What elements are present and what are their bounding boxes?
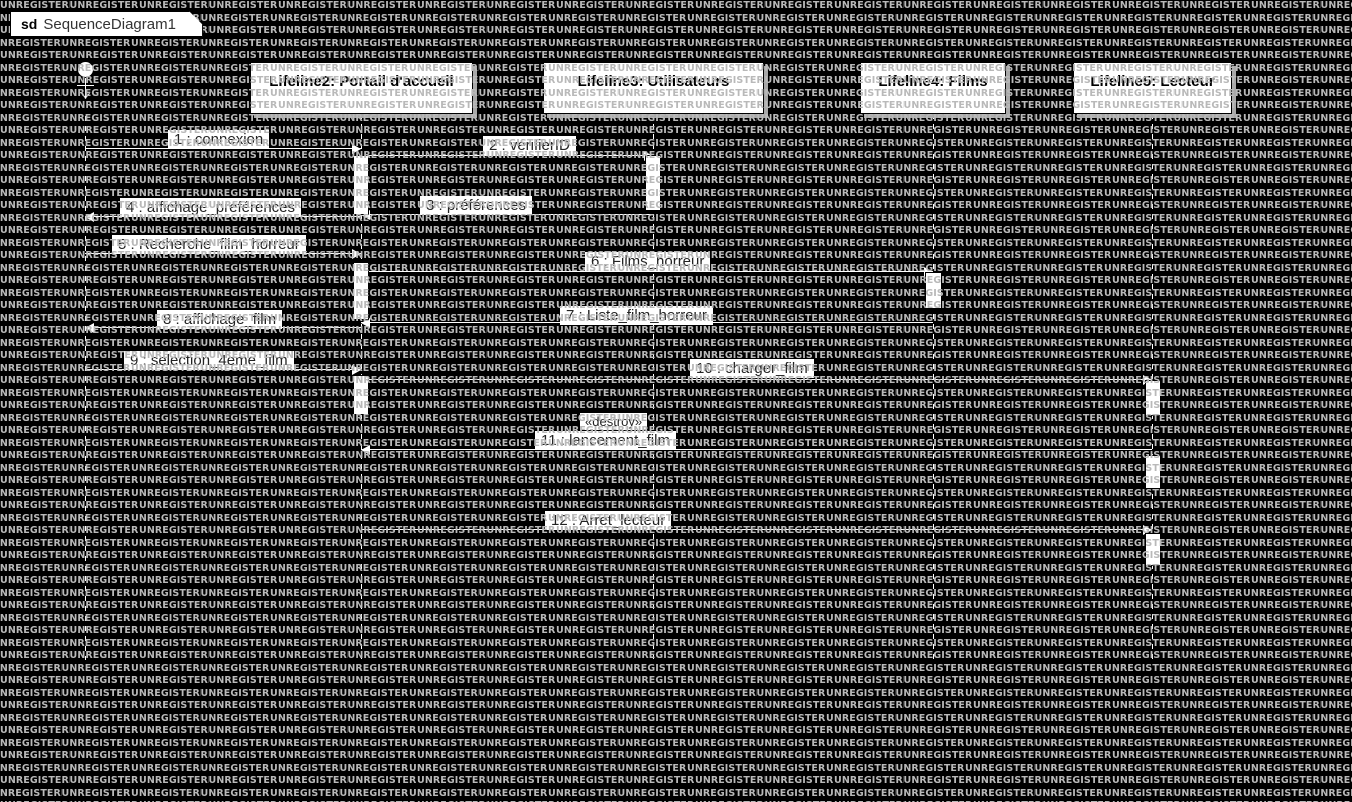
activation-bar-lifeline2[interactable] bbox=[353, 155, 369, 215]
watermark-row: UNREGISTEREDUNREGISTEREDUNREGISTEREDUNRE… bbox=[0, 175, 1352, 186]
watermark-row: UNREGISTEREDUNREGISTEREDUNREGISTEREDUNRE… bbox=[0, 487, 1352, 499]
watermark-row: UNREGISTEREDUNREGISTEREDUNREGISTEREDUNRE… bbox=[0, 412, 1352, 424]
message-label-7[interactable]: 7 : Liste_film_horreur bbox=[560, 306, 713, 325]
watermark-row: UNREGISTEREDUNREGISTEREDUNREGISTEREDUNRE… bbox=[0, 12, 1352, 24]
message-label-10[interactable]: 10 : charger_film bbox=[690, 359, 814, 378]
lifeline-label: Lifeline4: Films bbox=[878, 72, 988, 90]
lifeline-header-lifeline3[interactable]: Lifeline3: Utilisateurs bbox=[543, 62, 764, 114]
watermark-row: UNREGISTEREDUNREGISTEREDUNREGISTEREDUNRE… bbox=[0, 462, 1352, 474]
watermark-row: UNREGISTEREDUNREGISTEREDUNREGISTEREDUNRE… bbox=[0, 750, 1352, 761]
watermark-row: UNREGISTEREDUNREGISTEREDUNREGISTEREDUNRE… bbox=[0, 50, 1352, 61]
lifeline-stem-lifeline4 bbox=[933, 114, 934, 660]
watermark-row: UNREGISTEREDUNREGISTEREDUNREGISTEREDUNRE… bbox=[0, 150, 1352, 161]
watermark-row: UNREGISTEREDUNREGISTEREDUNREGISTEREDUNRE… bbox=[0, 575, 1352, 586]
lifeline-label: Lifeline2: Portail d'accueil bbox=[269, 72, 454, 90]
message-arrowhead-11 bbox=[361, 445, 370, 455]
message-label-1[interactable]: 1 : connexion bbox=[168, 130, 270, 149]
watermark-row: UNREGISTEREDUNREGISTEREDUNREGISTEREDUNRE… bbox=[0, 112, 1352, 124]
actor-torso bbox=[85, 78, 86, 98]
lifeline-header-lifeline4[interactable]: Lifeline4: Films bbox=[860, 62, 1006, 114]
watermark-row: UNREGISTEREDUNREGISTEREDUNREGISTEREDUNRE… bbox=[0, 562, 1352, 574]
message-label-12[interactable]: 12 : Arret_lecteur bbox=[545, 511, 672, 530]
watermark-row: UNREGISTEREDUNREGISTEREDUNREGISTEREDUNRE… bbox=[0, 687, 1352, 699]
message-label-6[interactable]: 6 : Films_horreur bbox=[585, 252, 711, 271]
frame-name-label: SequenceDiagram1 bbox=[43, 15, 176, 33]
frame-kind-label: sd bbox=[21, 16, 38, 32]
activation-bar-lifeline2[interactable] bbox=[353, 375, 369, 415]
activation-bar-lifeline5[interactable] bbox=[1145, 533, 1161, 566]
watermark-row: UNREGISTEREDUNREGISTEREDUNREGISTEREDUNRE… bbox=[0, 712, 1352, 724]
message-line-6[interactable] bbox=[361, 271, 933, 272]
watermark-row: UNREGISTEREDUNREGISTEREDUNREGISTEREDUNRE… bbox=[0, 725, 1352, 736]
watermark-row: UNREGISTEREDUNREGISTEREDUNREGISTEREDUNRE… bbox=[0, 625, 1352, 636]
watermark-row: UNREGISTEREDUNREGISTEREDUNREGISTEREDUNRE… bbox=[0, 775, 1352, 786]
message-arrowhead-7 bbox=[361, 318, 370, 328]
message-line-12[interactable] bbox=[361, 529, 1152, 530]
watermark-row: UNREGISTEREDUNREGISTEREDUNREGISTEREDUNRE… bbox=[0, 762, 1352, 774]
watermark-row: UNREGISTEREDUNREGISTEREDUNREGISTEREDUNRE… bbox=[0, 37, 1352, 49]
watermark-row: UNREGISTEREDUNREGISTEREDUNREGISTEREDUNRE… bbox=[0, 637, 1352, 649]
message-label-9[interactable]: 9 : selection_4eme_film bbox=[124, 351, 294, 370]
message-line-11[interactable] bbox=[361, 449, 1152, 450]
lifeline-header-lifeline5[interactable]: Lifeline5: Lecteur bbox=[1073, 62, 1232, 114]
message-arrowhead-1 bbox=[352, 144, 361, 154]
message-arrowhead-5 bbox=[352, 249, 361, 259]
message-label-4[interactable]: 4 : affichage_préférences bbox=[120, 198, 302, 217]
watermark-row: UNREGISTEREDUNREGISTEREDUNREGISTEREDUNRE… bbox=[0, 537, 1352, 549]
actor-lifeline-head[interactable] bbox=[76, 61, 96, 116]
watermark-row: UNREGISTEREDUNREGISTEREDUNREGISTEREDUNRE… bbox=[0, 650, 1352, 661]
watermark-row: UNREGISTEREDUNREGISTEREDUNREGISTEREDUNRE… bbox=[0, 425, 1352, 436]
watermark-row: UNREGISTEREDUNREGISTEREDUNREGISTEREDUNRE… bbox=[0, 337, 1352, 349]
lifeline-label: Lifeline3: Utilisateurs bbox=[577, 72, 730, 90]
lifeline-stem-actor1 bbox=[85, 116, 86, 660]
watermark-row: UNREGISTEREDUNREGISTEREDUNREGISTEREDUNRE… bbox=[0, 162, 1352, 174]
watermark-row: UNREGISTEREDUNREGISTEREDUNREGISTEREDUNRE… bbox=[0, 512, 1352, 524]
message-label-3[interactable]: 3 : préférences bbox=[420, 196, 533, 215]
message-arrowhead-4 bbox=[85, 212, 94, 222]
message-stereotype-11: «destroy» bbox=[580, 413, 648, 430]
message-label-11[interactable]: 11 : lancement_film bbox=[535, 431, 676, 450]
message-label-8[interactable]: 8 : affichage_film bbox=[157, 310, 283, 329]
actor-arms bbox=[77, 85, 94, 86]
message-arrowhead-3 bbox=[361, 210, 370, 220]
actor-head-icon bbox=[77, 61, 94, 78]
message-line-2[interactable] bbox=[361, 155, 653, 156]
watermark-row: UNREGISTEREDUNREGISTEREDUNREGISTEREDUNRE… bbox=[0, 275, 1352, 286]
lifeline-label: Lifeline5: Lecteur bbox=[1090, 72, 1215, 90]
activation-bar-lifeline5[interactable] bbox=[1145, 380, 1161, 416]
lifeline-header-lifeline2[interactable]: Lifeline2: Portail d'accueil bbox=[250, 62, 473, 114]
watermark-row: UNREGISTEREDUNREGISTEREDUNREGISTEREDUNRE… bbox=[0, 787, 1352, 799]
watermark-row: UNREGISTEREDUNREGISTEREDUNREGISTEREDUNRE… bbox=[0, 612, 1352, 624]
message-label-5[interactable]: 5 : Recherche_film_horreur bbox=[112, 235, 306, 254]
watermark-row: UNREGISTEREDUNREGISTEREDUNREGISTEREDUNRE… bbox=[0, 662, 1352, 674]
activation-bar-lifeline3[interactable] bbox=[645, 155, 661, 211]
message-line-10[interactable] bbox=[361, 379, 1152, 380]
watermark-row: UNREGISTEREDUNREGISTEREDUNREGISTEREDUNRE… bbox=[0, 600, 1352, 611]
diagram-frame-tab[interactable]: sd SequenceDiagram1 bbox=[10, 11, 203, 37]
watermark-row: UNREGISTEREDUNREGISTEREDUNREGISTEREDUNRE… bbox=[0, 500, 1352, 511]
watermark-row: UNREGISTEREDUNREGISTEREDUNREGISTEREDUNRE… bbox=[0, 737, 1352, 749]
diagram-frame-border bbox=[10, 10, 1342, 11]
message-arrowhead-8 bbox=[85, 323, 94, 333]
message-arrowhead-9 bbox=[352, 365, 361, 375]
watermark-row: UNREGISTEREDUNREGISTEREDUNREGISTEREDUNRE… bbox=[0, 675, 1352, 686]
lifeline-stem-lifeline3 bbox=[653, 114, 654, 660]
activation-bar-lifeline5[interactable] bbox=[1145, 455, 1161, 489]
watermark-row: UNREGISTEREDUNREGISTEREDUNREGISTEREDUNRE… bbox=[0, 287, 1352, 299]
watermark-row: UNREGISTEREDUNREGISTEREDUNREGISTEREDUNRE… bbox=[0, 387, 1352, 399]
activation-bar-lifeline2[interactable] bbox=[353, 262, 369, 320]
watermark-row: UNREGISTEREDUNREGISTEREDUNREGISTEREDUNRE… bbox=[0, 587, 1352, 599]
activation-bar-lifeline4[interactable] bbox=[925, 272, 942, 309]
message-label-2[interactable]: 2 : vérifierID bbox=[483, 136, 576, 155]
message-arrowhead-12 bbox=[1143, 525, 1152, 535]
watermark-row: UNREGISTEREDUNREGISTEREDUNREGISTEREDUNRE… bbox=[0, 700, 1352, 711]
